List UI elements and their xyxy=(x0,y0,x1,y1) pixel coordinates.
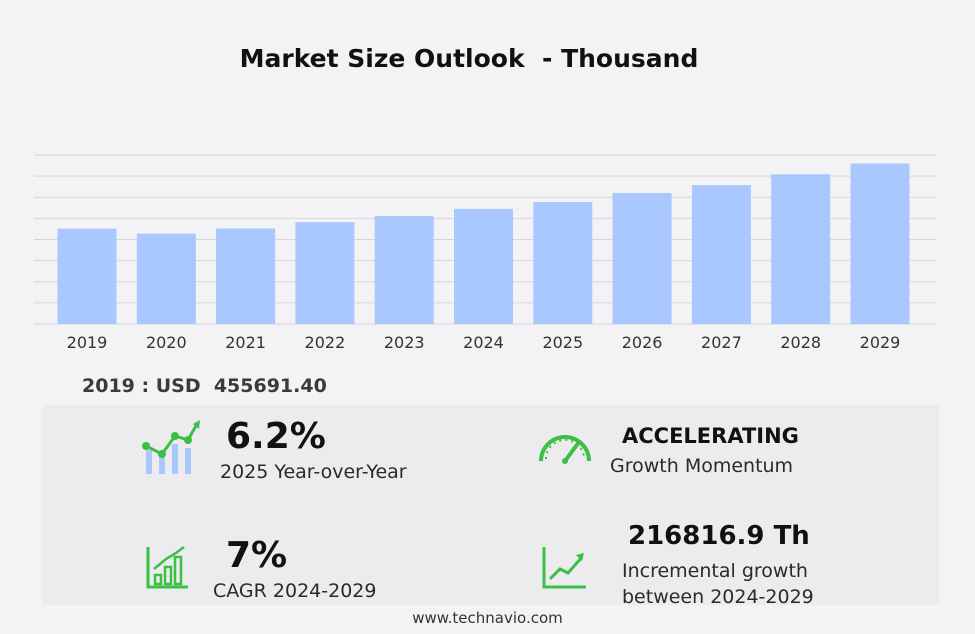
growth-chart-icon xyxy=(142,420,200,474)
x-tick-label: 2022 xyxy=(305,333,346,352)
bar-2024 xyxy=(454,208,513,324)
momentum-label: Growth Momentum xyxy=(610,455,794,477)
x-tick-label: 2029 xyxy=(860,333,901,352)
bar-2023 xyxy=(374,216,434,324)
incremental-value: 216816.9 Th xyxy=(628,521,810,551)
incremental-label-line1: Incremental growth xyxy=(622,560,808,582)
yoy-label: 2025 Year-over-Year xyxy=(220,461,407,483)
speedometer-icon xyxy=(539,435,591,464)
x-tick-label: 2027 xyxy=(701,333,742,352)
cagr-label: CAGR 2024-2029 xyxy=(213,580,377,602)
x-tick-label: 2019 xyxy=(67,333,108,352)
trend-line-icon xyxy=(542,547,586,589)
bar-2020 xyxy=(136,233,196,324)
bar-2027 xyxy=(691,185,751,324)
bar-chart: 2019 2020 2021 2022 2023 2024 2025 2026 2027 2028… xyxy=(34,154,936,352)
x-tick-label: 2026 xyxy=(622,333,663,352)
bar-2022 xyxy=(295,222,355,324)
bar-2021 xyxy=(216,228,276,324)
x-tick-label: 2028 xyxy=(780,333,821,352)
yoy-value: 6.2% xyxy=(226,416,326,457)
bar-2029 xyxy=(850,163,910,324)
cagr-value: 7% xyxy=(226,535,288,576)
bar-2026 xyxy=(612,193,672,324)
x-tick-label: 2021 xyxy=(225,333,266,352)
x-tick-label: 2025 xyxy=(542,333,583,352)
momentum-value: ACCELERATING xyxy=(622,424,799,448)
incremental-label-line2: between 2024-2029 xyxy=(622,586,814,608)
bar-2019 xyxy=(57,228,117,324)
bars xyxy=(57,163,910,324)
x-tick-label: 2020 xyxy=(146,333,187,352)
chart-title: Market Size Outlook - Thousand xyxy=(239,44,699,73)
bar-2025 xyxy=(533,202,593,324)
source-footer: www.technavio.com xyxy=(412,609,563,627)
x-axis-ticks: 2019 2020 2021 2022 2023 2024 2025 2026 2027 2028… xyxy=(67,333,901,352)
bar-2028 xyxy=(771,174,831,324)
x-tick-label: 2023 xyxy=(384,333,425,352)
base-year-value: 2019 : USD 455691.40 xyxy=(82,375,327,397)
x-tick-label: 2024 xyxy=(463,333,504,352)
bar-chart-icon xyxy=(146,546,188,589)
